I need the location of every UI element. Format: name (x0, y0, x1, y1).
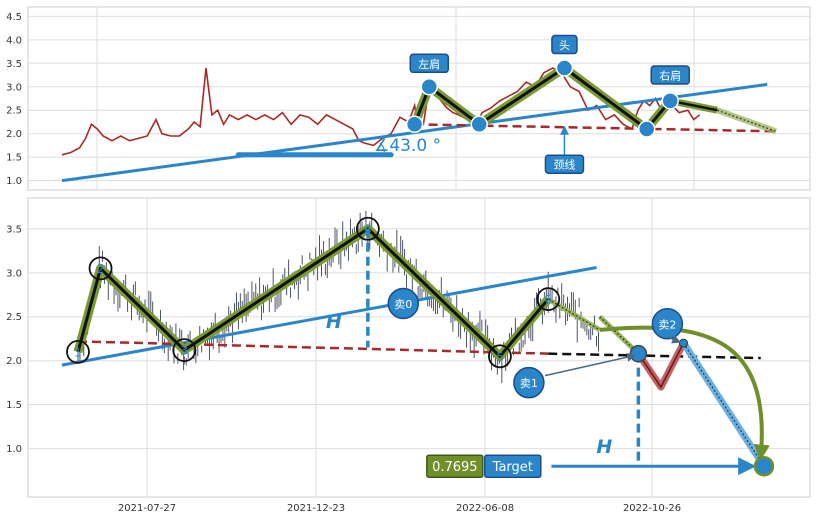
y-tick-label: 1.5 (6, 153, 22, 164)
target-label-box (484, 454, 542, 478)
projection-dotted (599, 316, 639, 355)
sell-marker (387, 287, 420, 320)
pivot-marker (637, 120, 656, 138)
pivot-marker (661, 92, 679, 110)
plot-frame (27, 6, 811, 191)
y-tick-label: 1.0 (6, 444, 22, 455)
y-tick-label: 3.0 (6, 82, 22, 93)
pivot-number: 3 (180, 344, 188, 358)
pattern-label-box (409, 53, 450, 74)
pattern-label-box (544, 154, 585, 174)
pivot-marker (420, 78, 439, 96)
projection-dotted (716, 109, 777, 132)
x-tick-label: 2021-07-27 (118, 503, 176, 514)
pattern-line (76, 227, 550, 358)
pattern-label: 头 (559, 39, 570, 52)
sell1-pointer (544, 352, 637, 377)
x-tick-label: 2022-06-08 (456, 503, 514, 514)
y-tick-label: 2.0 (6, 129, 22, 140)
pivot-number: 5 (496, 350, 504, 364)
pattern-label: 右肩 (659, 69, 681, 83)
x-tick-label: 2021-12-23 (287, 503, 345, 514)
forecast-arrow (599, 325, 770, 461)
target-value: 0.7695 (432, 460, 478, 475)
pivot-marker (555, 59, 574, 77)
sell-marker-label: 卖1 (520, 377, 538, 390)
pivot-marker (405, 115, 424, 134)
projection-final (682, 342, 765, 467)
projected-point (678, 338, 688, 348)
sell2-pointer (667, 334, 682, 344)
pivot-circle (488, 344, 512, 369)
pivot-number: 6 (544, 293, 552, 307)
target-label: Target (492, 460, 533, 475)
angle-label: ∡43.0 ° (374, 136, 441, 156)
plot-frame (27, 197, 811, 498)
pivot-circle (66, 339, 90, 364)
y-tick-label: 2.5 (6, 106, 22, 117)
pivot-number: 2 (97, 262, 105, 276)
y-tick-label: 4.5 (6, 12, 22, 23)
pivot-number: 4 (364, 222, 372, 236)
pivot-number: 1 (74, 345, 82, 359)
trendline (61, 265, 597, 367)
target-point (753, 455, 775, 477)
y-tick-label: 1.0 (6, 176, 22, 187)
y-tick-label: 1.5 (6, 400, 22, 411)
sell-marker (651, 308, 684, 340)
y-tick-label: 3.5 (6, 59, 22, 70)
pivot-circle (536, 287, 561, 312)
projection-outline (546, 296, 601, 333)
pivot-marker (470, 115, 488, 134)
sell-marker-label: 卖2 (658, 318, 676, 331)
y-tick-label: 3.0 (6, 268, 22, 279)
x-tick-label: 2022-10-26 (623, 503, 681, 514)
neckline-extension (548, 352, 761, 360)
projection-red (637, 342, 685, 389)
y-tick-label: 4.0 (6, 35, 22, 46)
sell1-point (629, 344, 648, 363)
sell-marker-label: 卖0 (394, 298, 412, 311)
pattern-label-box (551, 34, 578, 55)
h-label-target: H (596, 436, 612, 458)
pivot-circle (88, 256, 113, 281)
pivot-circle (172, 338, 197, 363)
pivot-circle (355, 216, 380, 241)
h-label: H (326, 311, 342, 333)
y-tick-label: 2.5 (6, 312, 22, 323)
neckline (77, 340, 549, 355)
y-tick-label: 2.0 (6, 356, 22, 367)
sell-marker (513, 366, 545, 399)
y-tick-label: 3.5 (6, 224, 22, 235)
pattern-label: 左肩 (418, 57, 440, 71)
target-value-box (426, 454, 484, 478)
pattern-label-box (650, 65, 690, 85)
pattern-label: 颈线 (553, 158, 575, 172)
